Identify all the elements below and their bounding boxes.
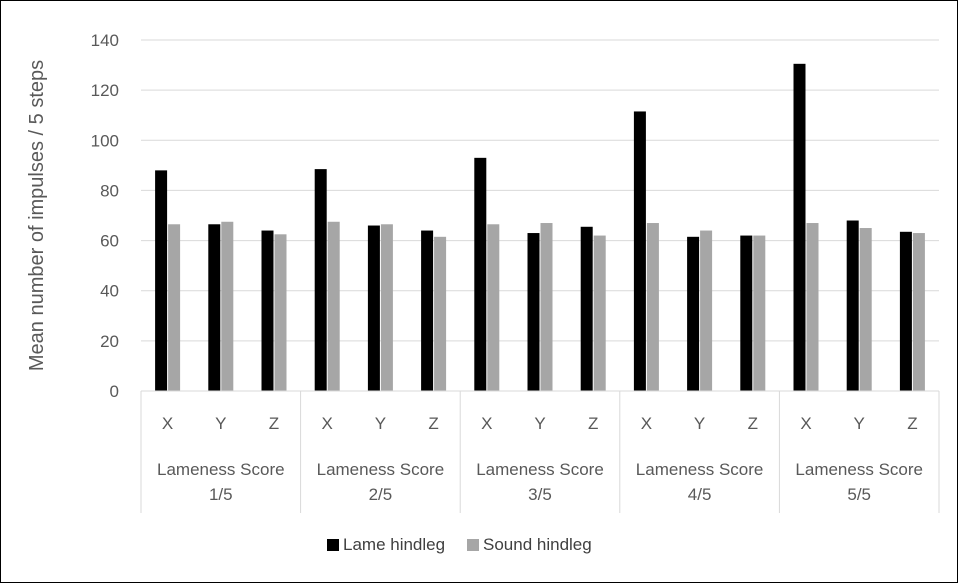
bar-sound-hindleg	[912, 233, 925, 391]
x-group-label: 4/5	[688, 485, 712, 504]
bar-sound-hindleg	[859, 228, 872, 391]
bar-lame-hindleg	[421, 230, 434, 391]
bar-lame-hindleg	[793, 63, 806, 391]
y-tick-label: 120	[91, 81, 119, 100]
legend-swatch-lame	[327, 539, 339, 551]
x-subcategory-label: Y	[694, 414, 705, 433]
x-subcategory-label: Y	[854, 414, 865, 433]
legend-label-lame: Lame hindleg	[343, 535, 445, 554]
bar-lame-hindleg	[367, 225, 380, 391]
bar-lame-hindleg	[527, 233, 540, 391]
x-group-label: 3/5	[528, 485, 552, 504]
x-subcategory-label: X	[641, 414, 652, 433]
bar-lame-hindleg	[580, 226, 593, 391]
x-subcategory-label: Z	[588, 414, 598, 433]
bar-sound-hindleg	[646, 223, 659, 391]
y-tick-label: 80	[100, 181, 119, 200]
y-tick-label: 140	[91, 31, 119, 50]
x-subcategory-label: Y	[215, 414, 226, 433]
x-axis: X Y Z X Y Z X Y Z X Y Z X Y Z Lameness Score 1/5 Lameness…	[140, 390, 940, 513]
x-subcategory-label: Z	[748, 414, 758, 433]
x-subcategory-label: Z	[907, 414, 917, 433]
x-subcategory-label: X	[800, 414, 811, 433]
x-subcategory-label: Z	[428, 414, 438, 433]
y-tick-label: 100	[91, 131, 119, 150]
bar-lame-hindleg	[208, 224, 221, 391]
y-tick-label: 40	[100, 282, 119, 301]
bar-lame-hindleg	[899, 231, 912, 391]
bar-sound-hindleg	[434, 236, 447, 391]
bar-lame-hindleg	[740, 235, 753, 391]
bar-sound-hindleg	[540, 223, 553, 391]
x-group-label: Lameness Score	[476, 460, 604, 479]
bar-sound-hindleg	[806, 223, 819, 391]
bar-sound-hindleg	[753, 235, 766, 391]
bar-sound-hindleg	[327, 221, 340, 391]
x-subcategory-label: X	[162, 414, 173, 433]
y-axis-label: Mean number of impulses / 5 steps	[26, 60, 48, 371]
x-subcategory-label: Z	[269, 414, 279, 433]
bar-sound-hindleg	[593, 235, 606, 391]
x-group-label: 5/5	[847, 485, 871, 504]
x-group-label: 2/5	[369, 485, 393, 504]
x-group-label: Lameness Score	[795, 460, 923, 479]
bar-lame-hindleg	[687, 236, 700, 391]
bar-lame-hindleg	[633, 111, 646, 391]
bar-lame-hindleg	[846, 220, 859, 391]
bar-lame-hindleg	[261, 230, 274, 391]
y-tick-label: 0	[110, 382, 119, 401]
x-subcategory-label: Y	[375, 414, 386, 433]
bar-sound-hindleg	[274, 234, 287, 391]
x-group-label: Lameness Score	[317, 460, 445, 479]
y-tick-label: 20	[100, 332, 119, 351]
x-subcategory-label: Y	[534, 414, 545, 433]
bar-sound-hindleg	[700, 230, 713, 391]
gridlines	[141, 39, 939, 392]
x-subcategory-label: X	[322, 414, 333, 433]
bar-lame-hindleg	[314, 169, 327, 391]
legend-swatch-sound	[467, 539, 479, 551]
bar-sound-hindleg	[168, 224, 181, 391]
x-group-label: Lameness Score	[157, 460, 285, 479]
y-axis-ticks: 0 20 40 60 80 100 120 140	[91, 31, 119, 401]
legend-label-sound: Sound hindleg	[483, 535, 592, 554]
bar-sound-hindleg	[380, 224, 393, 391]
bar-sound-hindleg	[487, 224, 500, 391]
bar-sound-hindleg	[221, 221, 234, 391]
legend: Lame hindleg Sound hindleg	[327, 535, 592, 554]
y-tick-label: 60	[100, 232, 119, 251]
x-subcategory-label: X	[481, 414, 492, 433]
x-group-label: Lameness Score	[636, 460, 764, 479]
bar-lame-hindleg	[155, 170, 168, 391]
bar-lame-hindleg	[474, 157, 487, 391]
x-group-label: 1/5	[209, 485, 233, 504]
bars	[155, 63, 925, 391]
